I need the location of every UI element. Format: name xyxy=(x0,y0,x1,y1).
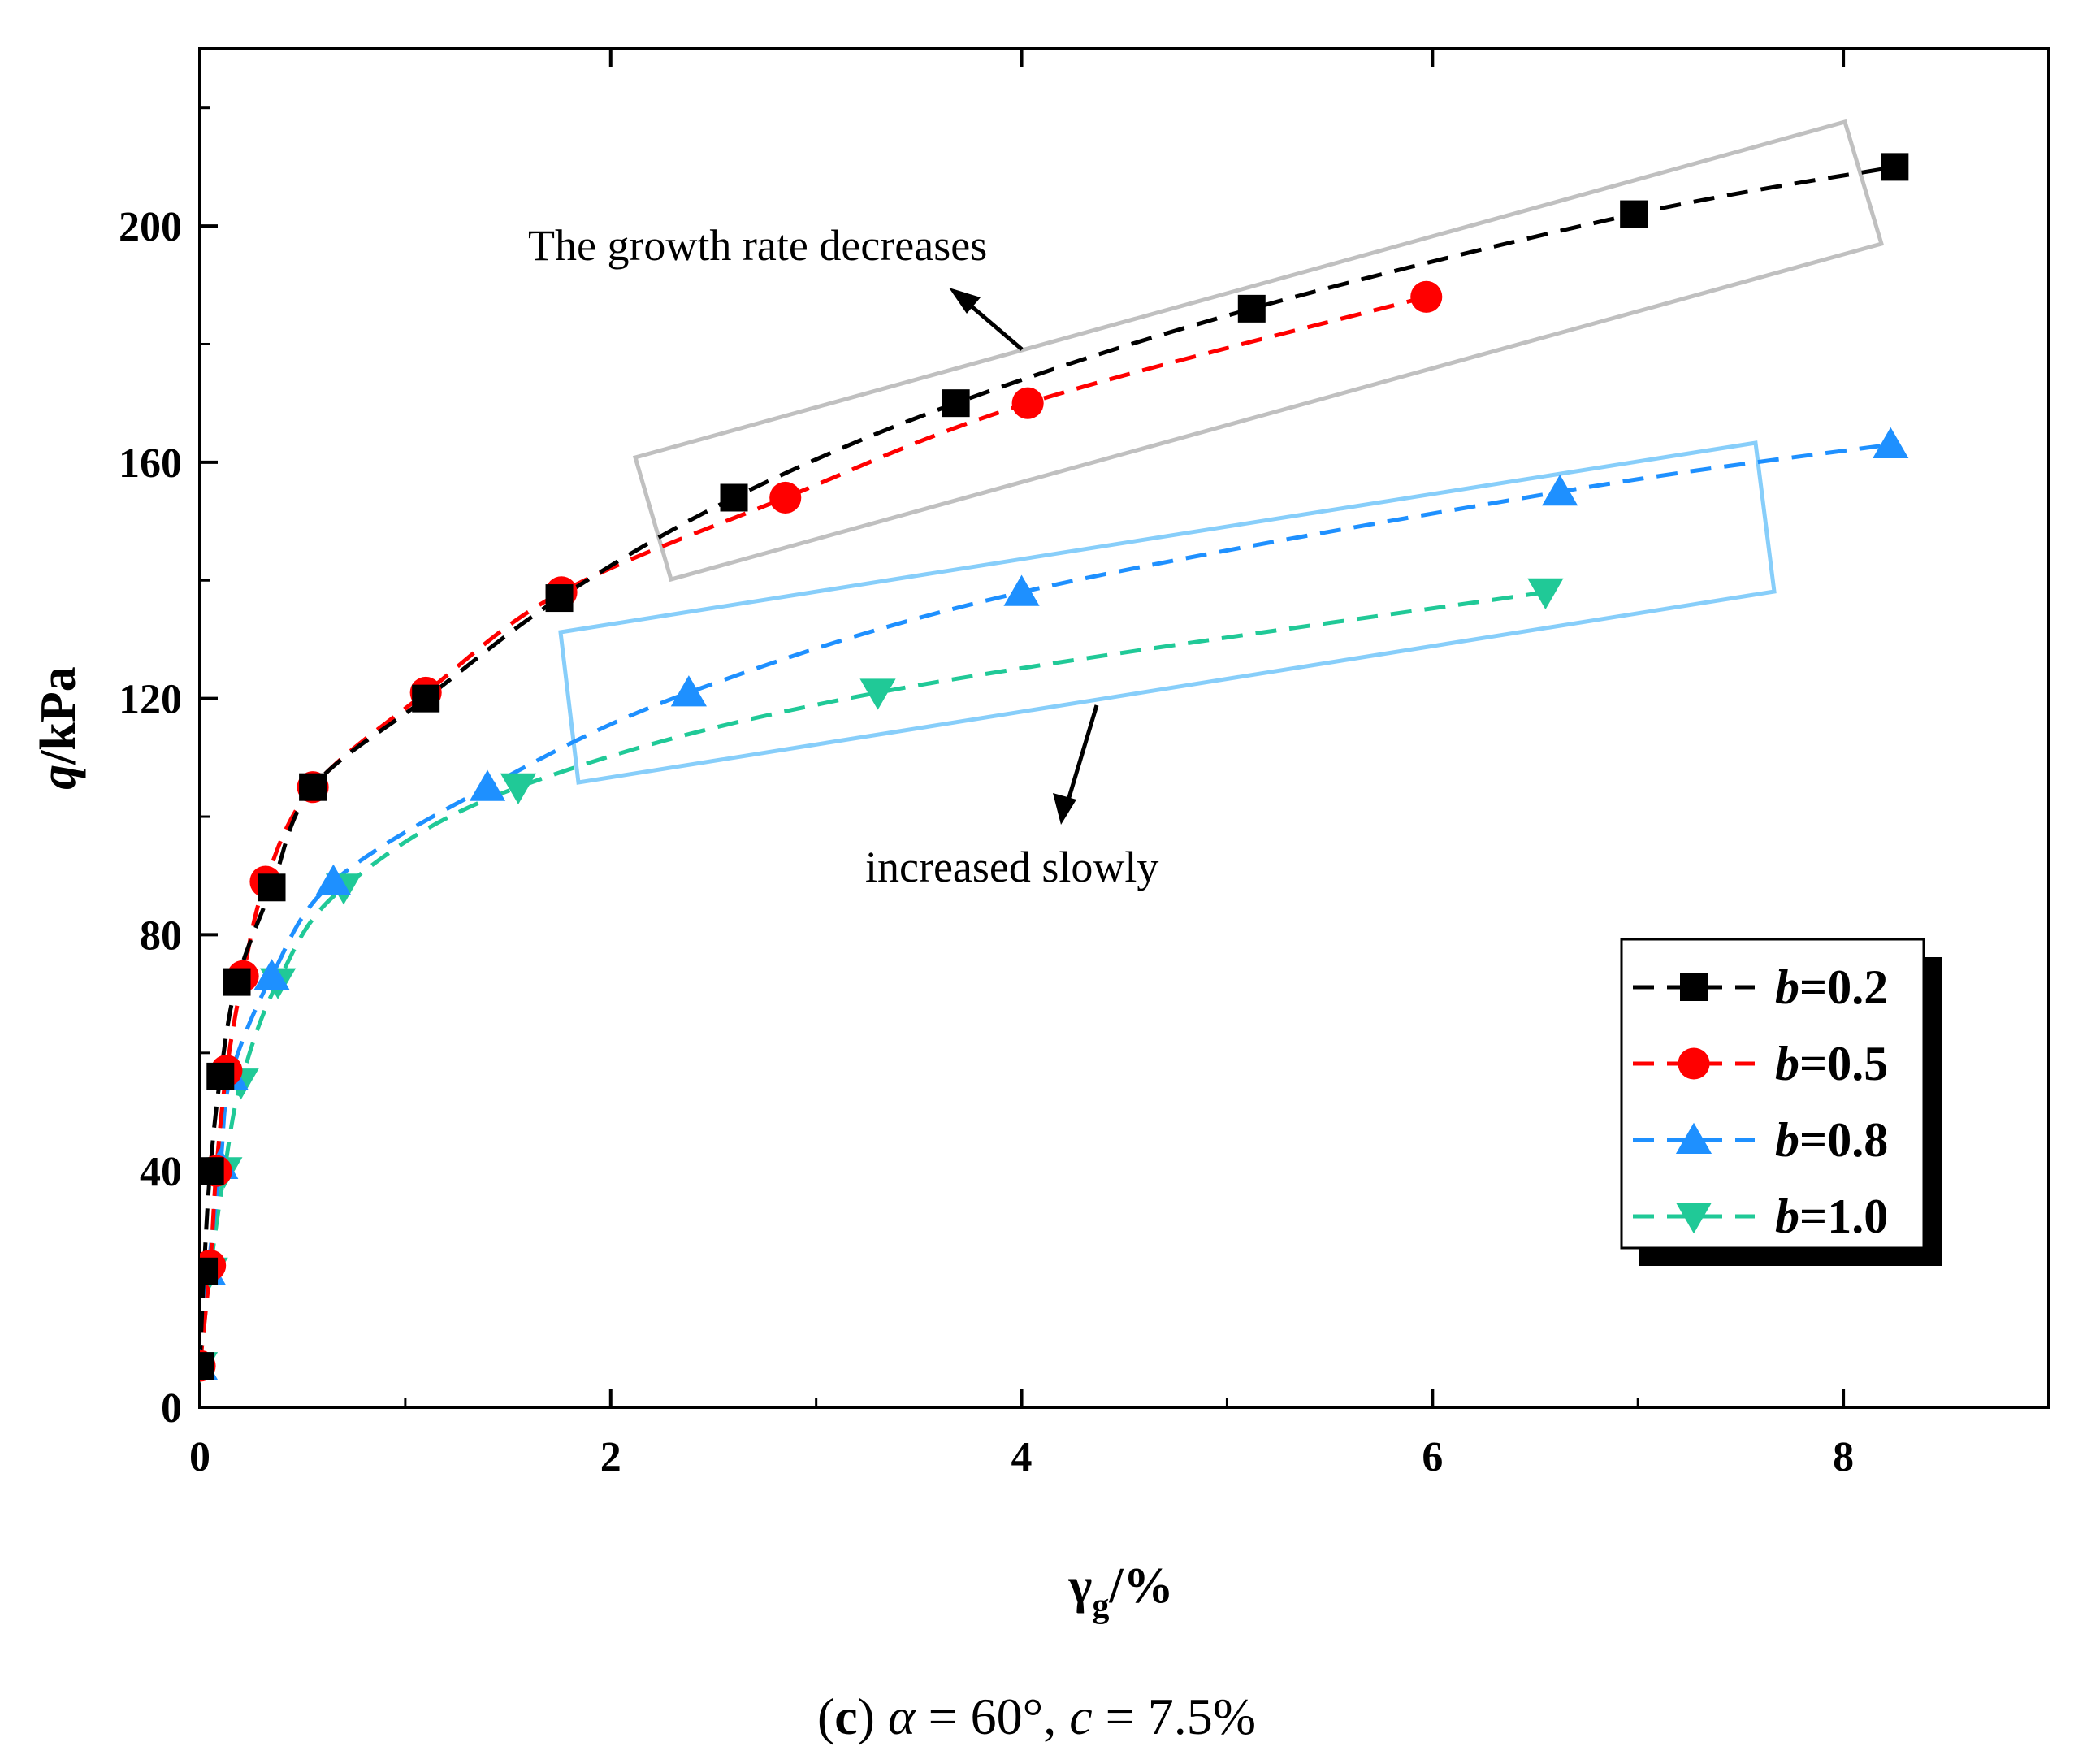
x-tick-label: 8 xyxy=(1833,1434,1854,1480)
legend-items: b=0.2b=0.5b=0.8b=1.0 xyxy=(1633,960,1888,1243)
data-point-b-0.2 xyxy=(223,968,251,996)
figure-caption: (c) α = 60°, c = 7.5% xyxy=(817,1688,1256,1745)
legend-label-value: =0.5 xyxy=(1799,1037,1888,1090)
legend-marker xyxy=(1675,1122,1712,1154)
series-line-b-1.0 xyxy=(200,590,1546,1367)
x-axis-title: γg/% xyxy=(1067,1558,1173,1625)
data-point-b-0.2 xyxy=(1881,153,1909,181)
data-point-b-1.0 xyxy=(1527,578,1564,610)
legend-label-value: =1.0 xyxy=(1799,1190,1888,1243)
legend-label: b=0.2 xyxy=(1775,960,1888,1014)
data-point-b-0.2 xyxy=(258,873,286,902)
data-point-b-0.2 xyxy=(200,1257,219,1285)
y-tick-label: 200 xyxy=(119,204,182,250)
data-point-b-0.2 xyxy=(545,584,574,613)
legend-label-value: =0.8 xyxy=(1799,1113,1888,1167)
x-tick-label: 6 xyxy=(1422,1434,1443,1480)
data-point-b-0.2 xyxy=(200,1157,224,1185)
data-point-b-0.2 xyxy=(720,483,748,512)
legend-box xyxy=(1620,938,1925,1250)
annotation-growth-rate: The growth rate decreases xyxy=(528,221,987,270)
data-point-b-1.0 xyxy=(859,678,896,710)
series-line-b-0.2 xyxy=(200,164,1895,1367)
legend: b=0.2b=0.5b=0.8b=1.0 xyxy=(1620,938,1942,1266)
annotation-box-blue xyxy=(558,440,1777,785)
y-tick-label: 40 xyxy=(140,1149,182,1195)
legend-label: b=0.5 xyxy=(1775,1037,1888,1090)
legend-marker xyxy=(1680,973,1708,1001)
y-tick-label: 160 xyxy=(119,440,182,487)
data-point-b-0.5 xyxy=(1410,280,1443,313)
y-tick-label: 0 xyxy=(161,1385,182,1432)
legend-label-var: b xyxy=(1775,960,1799,1014)
annotation-arrow-down xyxy=(1053,704,1099,825)
x-tick-label: 2 xyxy=(600,1434,621,1480)
data-point-b-0.8 xyxy=(253,959,290,990)
legend-marker xyxy=(1678,1047,1710,1080)
y-axis-title: q/kPa xyxy=(31,666,86,790)
series-layer xyxy=(200,153,1909,1384)
data-point-b-0.2 xyxy=(1620,200,1648,228)
data-point-b-0.2 xyxy=(206,1062,235,1090)
data-point-b-0.8 xyxy=(670,675,707,707)
data-point-b-0.5 xyxy=(769,481,802,514)
legend-label-value: =0.2 xyxy=(1799,960,1888,1014)
y-tick-label: 120 xyxy=(119,677,182,723)
data-point-b-0.8 xyxy=(469,769,506,801)
annotation-box-gray xyxy=(632,119,1885,583)
legend-label: b=1.0 xyxy=(1775,1190,1888,1243)
annotation-arrow-up xyxy=(949,288,1024,351)
legend-label-var: b xyxy=(1775,1037,1799,1090)
annotation-increased-slowly: increased slowly xyxy=(865,843,1158,891)
legend-label-var: b xyxy=(1775,1190,1799,1243)
data-point-b-0.2 xyxy=(299,773,327,801)
data-point-b-0.8 xyxy=(1003,574,1040,606)
legend-label: b=0.8 xyxy=(1775,1113,1888,1167)
data-point-b-0.8 xyxy=(315,864,352,896)
x-tick-label: 4 xyxy=(1011,1434,1033,1480)
plot-frame xyxy=(198,47,2050,1409)
series-line-b-0.5 xyxy=(200,294,1427,1367)
x-tick-label: 0 xyxy=(189,1434,210,1480)
legend-label-var: b xyxy=(1775,1113,1799,1167)
y-tick-label: 80 xyxy=(140,912,182,959)
data-point-b-0.8 xyxy=(1542,474,1578,506)
data-point-b-0.2 xyxy=(942,389,970,418)
data-point-b-0.2 xyxy=(412,684,440,713)
data-point-b-0.8 xyxy=(1873,427,1909,459)
legend-marker xyxy=(1675,1203,1712,1234)
data-point-b-1.0 xyxy=(500,773,537,804)
data-point-b-0.2 xyxy=(200,1352,214,1380)
data-point-b-0.5 xyxy=(1011,387,1044,419)
data-point-b-0.2 xyxy=(1237,294,1266,323)
